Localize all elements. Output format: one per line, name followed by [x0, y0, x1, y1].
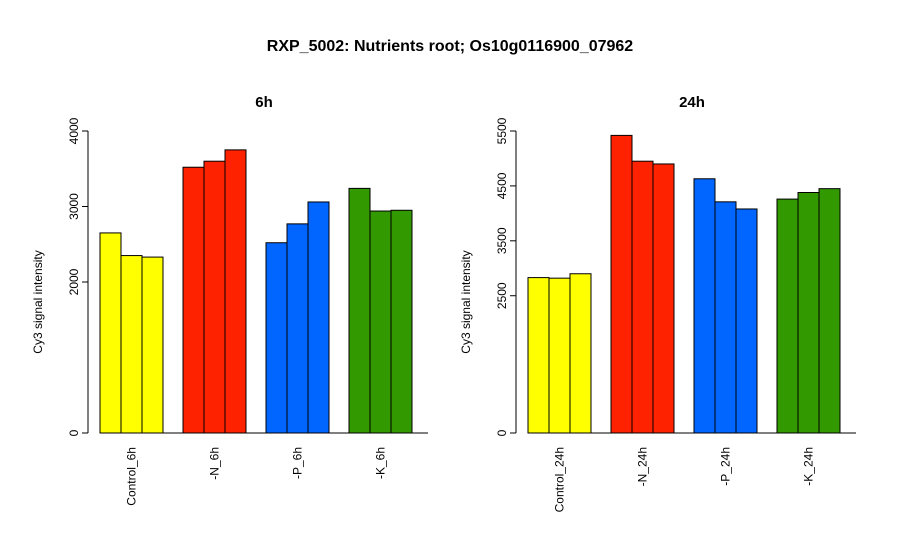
bar--P_6h: [286, 223, 309, 434]
x-category-label: -P_24h: [719, 447, 733, 486]
bar--K_6h: [348, 187, 371, 434]
bar--P_6h: [307, 201, 330, 434]
bar--P_24h: [714, 201, 737, 434]
bar--K_6h: [390, 209, 413, 434]
y-axis-label: Cy3 signal intensity: [31, 250, 45, 353]
y-tick-label: 3500: [495, 227, 509, 254]
bar--N_24h: [631, 160, 654, 434]
panel-title: 6h: [255, 94, 273, 111]
bar--N_24h: [652, 163, 675, 434]
bar-Control_24h: [527, 277, 550, 434]
bar-Control_24h: [548, 277, 571, 434]
y-axis-label: Cy3 signal intensity: [459, 250, 473, 353]
bar--P_24h: [693, 178, 716, 434]
x-category-label: -N_6h: [208, 447, 222, 480]
bar--K_24h: [776, 198, 799, 434]
bar-Control_24h: [569, 273, 592, 434]
y-tick-label: 2500: [495, 282, 509, 309]
y-tick-label: 4000: [67, 117, 81, 144]
x-category-label: Control_24h: [553, 447, 567, 512]
y-tick-label: 4500: [495, 172, 509, 199]
y-tick-label: 0: [495, 429, 509, 436]
bar--P_6h: [265, 242, 288, 434]
x-category-label: -P_6h: [291, 447, 305, 479]
y-tick-label: 0: [67, 429, 81, 436]
bar--K_24h: [797, 191, 820, 434]
bar--N_24h: [610, 134, 633, 434]
y-tick-label: 2000: [67, 268, 81, 295]
panel-title: 24h: [679, 94, 705, 111]
x-category-label: -K_6h: [374, 447, 388, 479]
bar--N_6h: [203, 160, 226, 434]
x-category-label: -N_24h: [636, 447, 650, 486]
bar-Control_6h: [99, 232, 122, 434]
y-tick-label: 5500: [495, 117, 509, 144]
bar--K_24h: [818, 188, 841, 434]
x-category-label: Control_6h: [125, 447, 139, 506]
bar--K_6h: [369, 210, 392, 434]
chart-title: RXP_5002: Nutrients root; Os10g0116900_0…: [266, 38, 634, 55]
bar--N_6h: [224, 149, 247, 434]
x-category-label: -K_24h: [802, 447, 816, 486]
bar--N_6h: [182, 166, 205, 434]
bar-Control_6h: [141, 256, 164, 434]
y-tick-label: 3000: [67, 193, 81, 220]
bar-Control_6h: [120, 255, 143, 434]
bar--P_24h: [735, 208, 758, 434]
